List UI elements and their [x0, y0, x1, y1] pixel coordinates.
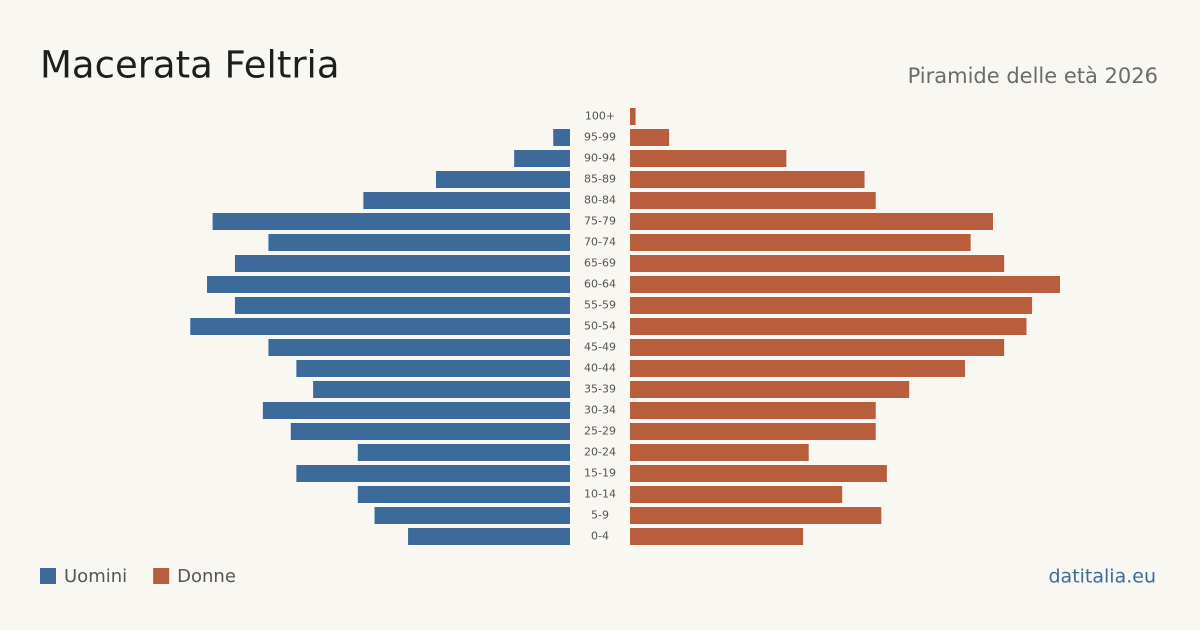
bar [630, 381, 910, 398]
bar [408, 528, 570, 545]
age-label: 30-34 [584, 404, 616, 417]
source: datitalia.eu [1049, 566, 1157, 588]
bar [357, 444, 570, 461]
bar [630, 444, 809, 461]
age-label: 0-4 [591, 530, 609, 543]
age-label: 50-54 [584, 320, 616, 333]
age-label: 45-49 [584, 341, 616, 354]
age-label: 65-69 [584, 257, 616, 270]
bar [374, 507, 570, 524]
bar [514, 150, 570, 167]
age-label: 40-44 [584, 362, 616, 375]
bar [262, 402, 570, 419]
bar [630, 402, 876, 419]
bar [630, 318, 1027, 335]
bar [234, 297, 570, 314]
bar [268, 234, 570, 251]
bar [630, 192, 876, 209]
bar [630, 507, 882, 524]
bar [268, 339, 570, 356]
bar [630, 486, 843, 503]
bar [207, 276, 570, 293]
age-label: 55-59 [584, 299, 616, 312]
legend-swatch [153, 568, 170, 584]
legend-label: Uomini [64, 566, 127, 587]
age-label: 35-39 [584, 383, 616, 396]
age-label: 85-89 [584, 173, 616, 186]
age-label: 75-79 [584, 215, 616, 228]
age-label: 90-94 [584, 152, 616, 165]
age-label: 20-24 [584, 446, 616, 459]
bar [630, 528, 804, 545]
legend-swatch [40, 568, 56, 584]
age-label: 25-29 [584, 425, 616, 438]
age-label: 10-14 [584, 488, 616, 501]
bar [357, 486, 570, 503]
age-label: 5-9 [591, 509, 609, 522]
chart-subtitle: Piramide delle età 2026 [908, 64, 1158, 88]
bar [630, 171, 865, 188]
bar [296, 465, 570, 482]
age-label: 60-64 [584, 278, 616, 291]
bar [630, 255, 1005, 272]
bar [630, 297, 1033, 314]
bar [296, 360, 570, 377]
bar [363, 192, 570, 209]
legend-label: Donne [177, 566, 236, 587]
bar [290, 423, 570, 440]
bar [435, 171, 570, 188]
bar [630, 423, 876, 440]
bar [630, 150, 787, 167]
bar [553, 129, 570, 146]
bar [212, 213, 570, 230]
bar [630, 108, 636, 125]
bar [630, 339, 1005, 356]
age-label: 15-19 [584, 467, 616, 480]
bar [630, 465, 887, 482]
bar [630, 234, 971, 251]
bar [630, 129, 670, 146]
chart-title: Macerata Feltria [40, 44, 340, 87]
bar [313, 381, 570, 398]
age-label: 70-74 [584, 236, 616, 249]
bar [630, 276, 1060, 293]
age-label: 95-99 [584, 131, 616, 144]
bar [630, 360, 966, 377]
bar [234, 255, 570, 272]
age-label: 80-84 [584, 194, 616, 207]
bar [190, 318, 570, 335]
bar [630, 213, 993, 230]
age-label: 100+ [585, 110, 615, 123]
